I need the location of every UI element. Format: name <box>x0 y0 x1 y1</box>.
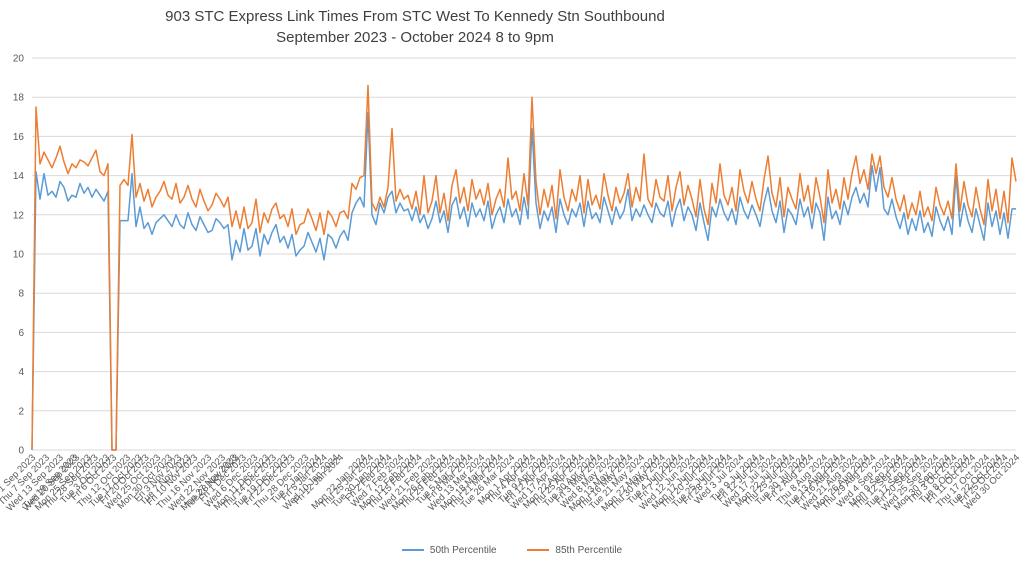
y-tick-label: 16 <box>13 132 25 143</box>
legend-swatch-50th <box>401 549 424 551</box>
series-line-50th <box>31 112 1016 451</box>
legend-swatch-85th <box>527 549 550 551</box>
chart-subtitle: September 2023 - October 2024 8 to 9pm <box>276 29 554 46</box>
y-tick-label: 20 <box>13 54 25 65</box>
y-tick-label: 12 <box>13 210 25 221</box>
y-tick-label: 2 <box>18 406 24 417</box>
series-lines <box>31 84 1017 451</box>
y-tick-label: 6 <box>18 328 24 339</box>
legend-label-85th: 85th Percentile <box>555 544 623 556</box>
legend-label-50th: 50th Percentile <box>429 544 497 556</box>
y-tick-label: 18 <box>13 93 25 104</box>
y-tick-label: 8 <box>18 289 24 300</box>
y-tick-label: 0 <box>18 446 24 457</box>
legend-item-85th: 85th Percentile <box>527 545 622 556</box>
y-tick-label: 4 <box>18 367 24 378</box>
y-tick-label: 14 <box>13 171 25 182</box>
y-tick-label: 10 <box>13 250 25 261</box>
chart-title-block: 903 STC Express Link Times From STC West… <box>0 6 830 48</box>
series-line-85th <box>31 84 1017 451</box>
y-axis: 0 2 4 6 8 10 12 14 16 18 20 <box>13 54 25 457</box>
grid-lines <box>32 57 1016 451</box>
legend: 50th Percentile 85th Percentile <box>0 543 1024 556</box>
chart-title: 903 STC Express Link Times From STC West… <box>165 8 665 25</box>
legend-item-50th: 50th Percentile <box>401 544 497 556</box>
